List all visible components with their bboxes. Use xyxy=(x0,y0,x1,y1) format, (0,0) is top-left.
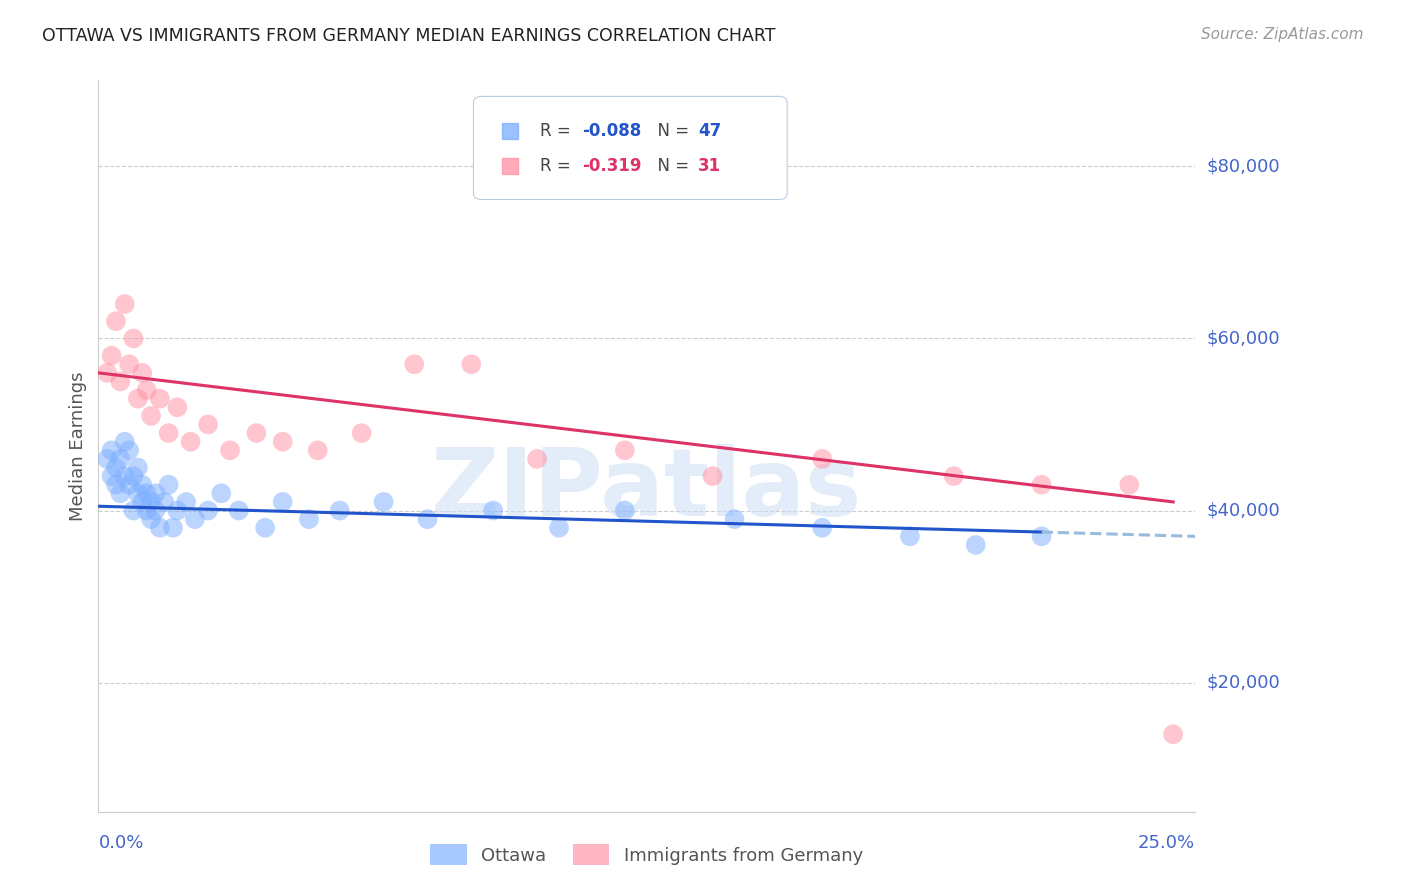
Point xyxy=(373,495,395,509)
Point xyxy=(404,357,426,371)
Text: N =: N = xyxy=(647,157,695,175)
Point xyxy=(942,469,965,483)
Point xyxy=(127,392,149,406)
Point xyxy=(219,443,242,458)
Point xyxy=(209,486,232,500)
Point xyxy=(139,512,162,526)
Text: $40,000: $40,000 xyxy=(1206,501,1279,519)
Text: 0.0%: 0.0% xyxy=(98,834,143,852)
Point xyxy=(162,521,184,535)
Point xyxy=(127,460,149,475)
Point xyxy=(110,375,132,389)
Point xyxy=(127,486,149,500)
Text: -0.088: -0.088 xyxy=(582,122,641,140)
Point xyxy=(350,426,373,441)
Point xyxy=(149,521,172,535)
Point xyxy=(197,417,219,432)
Point xyxy=(135,383,157,397)
Point xyxy=(271,495,294,509)
Text: OTTAWA VS IMMIGRANTS FROM GERMANY MEDIAN EARNINGS CORRELATION CHART: OTTAWA VS IMMIGRANTS FROM GERMANY MEDIAN… xyxy=(42,27,776,45)
Point xyxy=(149,392,172,406)
Point xyxy=(965,538,987,552)
Point xyxy=(122,331,145,345)
Point xyxy=(110,486,132,500)
Point xyxy=(100,349,122,363)
Text: R =: R = xyxy=(540,122,576,140)
Point xyxy=(110,451,132,466)
Point xyxy=(526,451,548,466)
Point xyxy=(157,477,180,491)
Point xyxy=(811,521,834,535)
Point xyxy=(96,451,118,466)
Point xyxy=(702,469,724,483)
Point xyxy=(145,503,167,517)
Point xyxy=(298,512,321,526)
Point xyxy=(145,486,167,500)
Point xyxy=(100,469,122,483)
Point xyxy=(482,503,505,517)
Point xyxy=(135,486,157,500)
Point xyxy=(131,477,153,491)
Point xyxy=(416,512,439,526)
Point xyxy=(157,426,180,441)
Legend: Ottawa, Immigrants from Germany: Ottawa, Immigrants from Germany xyxy=(423,837,870,872)
Text: ZIPatlas: ZIPatlas xyxy=(432,444,862,536)
Point xyxy=(118,477,141,491)
Point xyxy=(166,503,188,517)
Point xyxy=(548,521,571,535)
Point xyxy=(114,434,136,449)
Text: R =: R = xyxy=(540,157,582,175)
Text: 47: 47 xyxy=(699,122,721,140)
Text: -0.319: -0.319 xyxy=(582,157,641,175)
Point xyxy=(329,503,352,517)
Point xyxy=(104,477,127,491)
Text: 25.0%: 25.0% xyxy=(1137,834,1195,852)
Point xyxy=(613,503,636,517)
Y-axis label: Median Earnings: Median Earnings xyxy=(69,371,87,521)
Point xyxy=(153,495,176,509)
Point xyxy=(180,434,202,449)
Point xyxy=(118,357,141,371)
Point xyxy=(197,503,219,517)
Point xyxy=(254,521,277,535)
Point xyxy=(1031,529,1053,543)
Point xyxy=(1031,477,1053,491)
Point xyxy=(114,297,136,311)
Point xyxy=(1161,727,1184,741)
Point xyxy=(613,443,636,458)
Point xyxy=(184,512,207,526)
Point xyxy=(307,443,329,458)
Point xyxy=(245,426,267,441)
Point xyxy=(811,451,834,466)
Text: Source: ZipAtlas.com: Source: ZipAtlas.com xyxy=(1201,27,1364,42)
Point xyxy=(139,495,162,509)
Point xyxy=(96,366,118,380)
Point xyxy=(898,529,921,543)
Point xyxy=(723,512,745,526)
Text: $80,000: $80,000 xyxy=(1206,157,1279,176)
Point xyxy=(131,495,153,509)
Point xyxy=(228,503,250,517)
Point xyxy=(1118,477,1140,491)
Point xyxy=(174,495,197,509)
Point xyxy=(135,503,157,517)
Text: $20,000: $20,000 xyxy=(1206,673,1279,691)
Text: N =: N = xyxy=(647,122,695,140)
Text: $60,000: $60,000 xyxy=(1206,329,1279,348)
Point xyxy=(139,409,162,423)
Point xyxy=(122,469,145,483)
Point xyxy=(271,434,294,449)
Point xyxy=(460,357,482,371)
Point xyxy=(122,503,145,517)
Point xyxy=(131,366,153,380)
Point xyxy=(104,460,127,475)
FancyBboxPatch shape xyxy=(474,96,787,200)
Point xyxy=(166,401,188,415)
Point xyxy=(100,443,122,458)
Point xyxy=(114,469,136,483)
Point xyxy=(118,443,141,458)
Point xyxy=(104,314,127,328)
Text: 31: 31 xyxy=(699,157,721,175)
